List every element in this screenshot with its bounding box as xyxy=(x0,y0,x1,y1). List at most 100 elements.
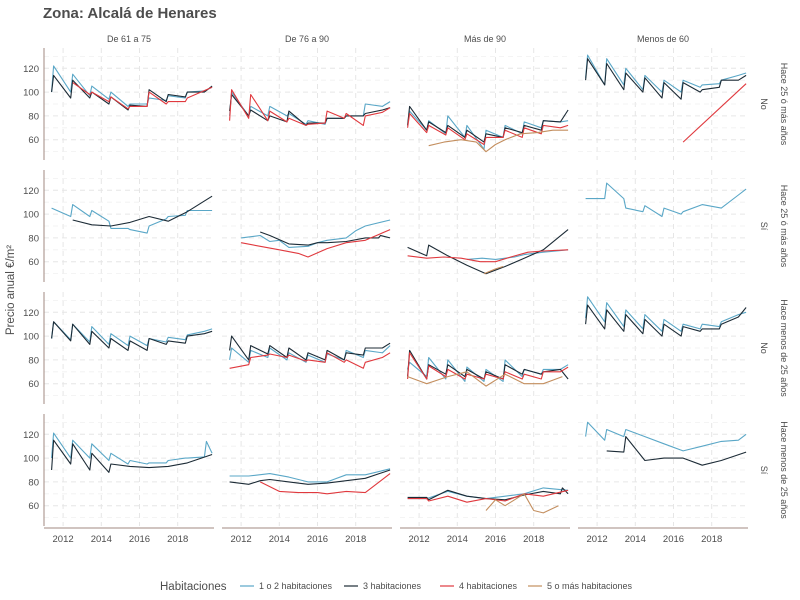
series-line xyxy=(241,219,391,248)
y-tick-label: 100 xyxy=(23,88,39,99)
x-tick-label: 2016 xyxy=(663,534,684,545)
row-strip-period: Hace menos de 25 años xyxy=(779,299,789,397)
legend-item-label: 3 habitaciones xyxy=(363,581,422,591)
panel-r1-c3 xyxy=(585,182,747,218)
chart-title: Zona: Alcalá de Henares xyxy=(43,5,217,22)
panel-grid-r1-c3 xyxy=(578,170,748,282)
series-line xyxy=(585,421,747,452)
x-tick-label: 2012 xyxy=(231,534,252,545)
row-strip-flag: No xyxy=(759,98,769,110)
x-tick-label: 2014 xyxy=(269,534,290,545)
panel-grid-r0-c0 xyxy=(44,48,214,160)
row-strip-period: Hace menos de 25 años xyxy=(779,421,789,519)
x-tick-label: 2014 xyxy=(625,534,646,545)
series-line xyxy=(585,182,747,218)
series-line xyxy=(229,468,391,483)
series-layer xyxy=(51,54,747,514)
series-line xyxy=(483,265,504,275)
x-tick-label: 2012 xyxy=(587,534,608,545)
y-tick-label: 100 xyxy=(23,454,39,465)
panel-grid-r2-c0 xyxy=(44,292,214,404)
series-line xyxy=(229,335,391,361)
series-line xyxy=(606,436,747,466)
panel-grid-r3-c2 xyxy=(400,414,570,526)
axes: 60 80 100 120 60 80 100 120 60 80 100 120 60 80 100 120… xyxy=(23,48,748,545)
legend-item-label: 5 o más habitaciones xyxy=(547,581,633,591)
series-line xyxy=(72,195,213,227)
y-tick-label: 80 xyxy=(28,355,39,366)
series-line xyxy=(229,352,391,369)
col-strip-label: Más de 90 xyxy=(464,34,506,44)
panel-grid-r1-c0 xyxy=(44,170,214,282)
series-line xyxy=(51,204,213,234)
y-tick-label: 60 xyxy=(28,379,39,390)
x-tick-label: 2014 xyxy=(91,534,112,545)
series-line xyxy=(407,110,569,150)
panel-r2-c1 xyxy=(229,335,391,369)
x-tick-label: 2012 xyxy=(53,534,74,545)
series-line xyxy=(585,54,747,93)
row-strip-flag: Sí xyxy=(759,222,769,231)
series-line xyxy=(51,321,213,351)
panel-grid-r2-c3 xyxy=(578,292,748,404)
panel-grid-r3-c1 xyxy=(222,414,392,526)
panel-r2-c0 xyxy=(51,321,213,351)
series-line xyxy=(229,91,391,125)
col-strip-label: Menos de 60 xyxy=(637,34,689,44)
series-line xyxy=(407,352,569,380)
panel-r3-c3 xyxy=(585,421,747,466)
series-line xyxy=(240,229,391,258)
x-tick-label: 2016 xyxy=(129,534,150,545)
y-tick-label: 60 xyxy=(28,501,39,512)
panel-r0-c1 xyxy=(229,89,391,126)
series-line xyxy=(466,249,569,260)
y-tick-label: 80 xyxy=(28,477,39,488)
x-tick-label: 2018 xyxy=(345,534,366,545)
series-line xyxy=(428,129,569,153)
panel-r2-c2 xyxy=(407,349,569,387)
panel-r0-c2 xyxy=(407,105,569,153)
panel-grid-r0-c1 xyxy=(222,48,392,160)
panel-grid-r1-c2 xyxy=(400,170,570,282)
panel-r1-c0 xyxy=(51,195,213,234)
series-line xyxy=(682,83,747,143)
y-tick-label: 120 xyxy=(23,308,39,319)
panel-r0-c0 xyxy=(51,65,213,111)
panel-r2-c3 xyxy=(585,296,747,337)
series-line xyxy=(407,356,569,382)
panel-grid-r3-c0 xyxy=(44,414,214,526)
panel-r1-c1 xyxy=(240,219,391,258)
panel-grid-r0-c3 xyxy=(578,48,748,160)
series-line xyxy=(259,473,391,495)
col-strip-label: De 61 a 75 xyxy=(107,34,151,44)
x-tick-label: 2012 xyxy=(409,534,430,545)
y-axis-label: Precio anual €/m² xyxy=(5,245,17,335)
y-tick-label: 120 xyxy=(23,64,39,75)
x-tick-label: 2016 xyxy=(485,534,506,545)
y-tick-label: 120 xyxy=(23,430,39,441)
series-line xyxy=(51,439,213,473)
legend: Habitaciones 1 o 2 habitaciones 3 habitac… xyxy=(160,581,633,593)
x-tick-label: 2018 xyxy=(167,534,188,545)
x-tick-label: 2018 xyxy=(701,534,722,545)
series-line xyxy=(585,58,747,100)
legend-item-label: 1 o 2 habitaciones xyxy=(259,581,333,591)
panel-grid-r2-c2 xyxy=(400,292,570,404)
series-line xyxy=(407,487,569,501)
series-line xyxy=(585,296,747,332)
panel-r3-c2 xyxy=(407,487,569,514)
panel-r0-c3 xyxy=(585,54,747,143)
y-tick-label: 100 xyxy=(23,210,39,221)
series-line xyxy=(407,487,569,500)
series-line xyxy=(260,231,391,246)
y-tick-label: 80 xyxy=(28,111,39,122)
series-line xyxy=(407,371,563,387)
col-strip-label: De 76 a 90 xyxy=(285,34,329,44)
series-line xyxy=(485,493,559,514)
row-strip-flag: No xyxy=(759,342,769,354)
series-line xyxy=(51,65,213,107)
panel-grid-r1-c1 xyxy=(222,170,392,282)
y-tick-label: 100 xyxy=(23,332,39,343)
x-tick-label: 2014 xyxy=(447,534,468,545)
